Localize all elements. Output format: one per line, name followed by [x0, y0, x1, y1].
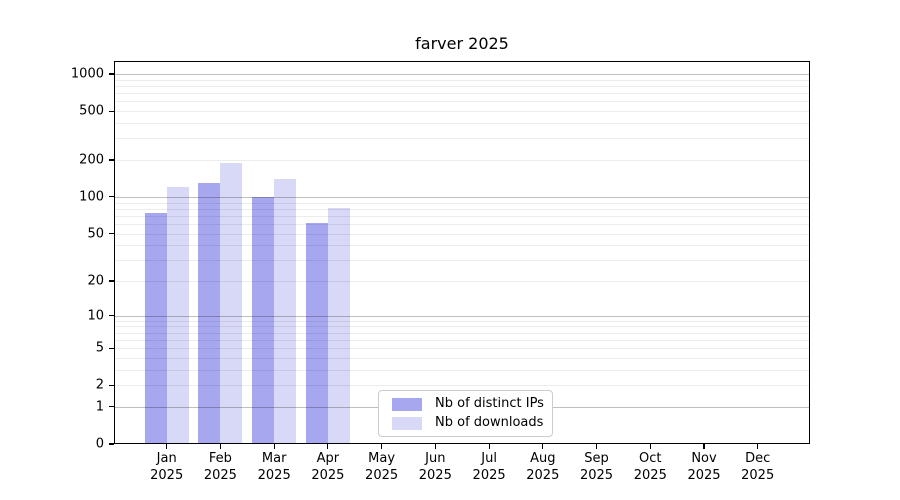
gridline-200 — [114, 160, 810, 161]
gridline-20 — [114, 281, 810, 282]
legend-item-downloads: Nb of downloads — [392, 415, 544, 430]
gridline-5 — [114, 348, 810, 350]
y-tick-label-500: 500 — [79, 103, 104, 119]
y-tick-label-5: 5 — [95, 340, 104, 356]
gridline-700 — [114, 93, 810, 95]
bar-downloads-feb — [220, 162, 243, 444]
y-tick-label-200: 200 — [79, 152, 104, 168]
legend-label-downloads: Nb of downloads — [435, 415, 544, 430]
legend-swatch-downloads — [392, 416, 422, 430]
y-tick-mark — [109, 73, 114, 75]
x-tick-label-may: May 2025 — [365, 451, 399, 483]
x-tick-mark — [219, 444, 221, 449]
gridline-10 — [114, 315, 810, 317]
gridline-7 — [114, 332, 810, 334]
bar-downloads-apr — [327, 208, 350, 444]
x-tick-mark — [273, 444, 275, 449]
gridline-400 — [114, 123, 810, 124]
x-tick-mark — [757, 444, 759, 449]
gridline-50 — [114, 233, 810, 235]
x-tick-mark — [488, 444, 490, 449]
bar-distinct-ips-jan — [144, 212, 167, 444]
y-tick-label-1: 1 — [95, 399, 104, 415]
x-tick-label-dec: Dec 2025 — [741, 451, 775, 483]
x-tick-mark — [649, 444, 651, 449]
y-tick-label-0: 0 — [95, 436, 104, 452]
y-tick-mark — [109, 280, 114, 282]
gridline-30 — [114, 260, 810, 262]
bar-downloads-mar — [274, 179, 297, 444]
x-tick-mark — [166, 444, 168, 449]
y-tick-mark — [109, 347, 114, 349]
gridline-90 — [114, 202, 810, 204]
x-tick-label-apr: Apr 2025 — [311, 451, 345, 483]
x-tick-label-aug: Aug 2025 — [526, 451, 560, 483]
gridline-300 — [114, 138, 810, 140]
gridline-800 — [114, 86, 810, 87]
x-tick-label-jun: Jun 2025 — [418, 451, 452, 483]
x-tick-mark — [703, 444, 705, 449]
x-tick-label-nov: Nov 2025 — [687, 451, 721, 483]
x-tick-mark — [381, 444, 383, 449]
bar-distinct-ips-feb — [198, 183, 221, 444]
x-tick-mark — [595, 444, 598, 449]
y-tick-label-1000: 1000 — [70, 66, 104, 82]
gridline-4 — [114, 357, 810, 359]
bar-distinct-ips-apr — [305, 223, 328, 444]
gridline-9 — [114, 320, 810, 322]
y-tick-mark — [109, 443, 114, 445]
x-tick-label-jul: Jul 2025 — [472, 451, 506, 483]
y-tick-mark — [109, 232, 114, 235]
legend-item-distinct-ips: Nb of distinct IPs — [392, 396, 544, 411]
gridline-100 — [114, 196, 810, 198]
x-tick-mark — [327, 444, 329, 449]
gridline-70 — [114, 215, 810, 217]
bar-downloads-jan — [166, 187, 189, 444]
y-tick-label-10: 10 — [87, 308, 104, 324]
gridline-1000 — [114, 74, 810, 75]
gridline-2 — [114, 385, 810, 387]
x-tick-label-mar: Mar 2025 — [257, 451, 291, 483]
chart-title: farver 2025 — [415, 34, 509, 53]
y-tick-label-2: 2 — [95, 377, 104, 393]
legend: Nb of distinct IPs Nb of downloads — [378, 390, 553, 437]
legend-label-distinct-ips: Nb of distinct IPs — [435, 396, 544, 411]
legend-swatch-distinct-ips — [392, 397, 422, 411]
y-tick-mark — [109, 159, 114, 161]
y-tick-label-50: 50 — [87, 226, 104, 241]
gridline-40 — [114, 245, 810, 247]
y-tick-mark — [109, 384, 114, 386]
y-tick-mark — [109, 110, 114, 112]
gridline-600 — [114, 101, 810, 103]
gridline-60 — [114, 223, 810, 225]
x-tick-label-sep: Sep 2025 — [579, 451, 614, 483]
gridline-80 — [114, 208, 810, 210]
y-tick-mark — [109, 406, 114, 408]
gridline-6 — [114, 339, 810, 341]
bar-distinct-ips-mar — [252, 196, 275, 444]
x-tick-mark — [434, 444, 436, 449]
gridline-900 — [114, 79, 810, 81]
y-tick-label-20: 20 — [87, 273, 104, 289]
x-tick-mark — [542, 444, 544, 449]
y-tick-mark — [109, 196, 114, 198]
x-tick-label-feb: Feb 2025 — [203, 451, 237, 483]
x-tick-label-oct: Oct 2025 — [633, 451, 667, 483]
gridline-3 — [114, 369, 810, 371]
y-tick-mark — [109, 315, 114, 317]
gridline-500 — [114, 111, 810, 113]
y-tick-label-100: 100 — [79, 189, 104, 205]
x-tick-label-jan: Jan 2025 — [150, 451, 184, 483]
plot-area: Nb of distinct IPs Nb of downloads — [114, 61, 810, 444]
gridline-8 — [114, 326, 810, 328]
